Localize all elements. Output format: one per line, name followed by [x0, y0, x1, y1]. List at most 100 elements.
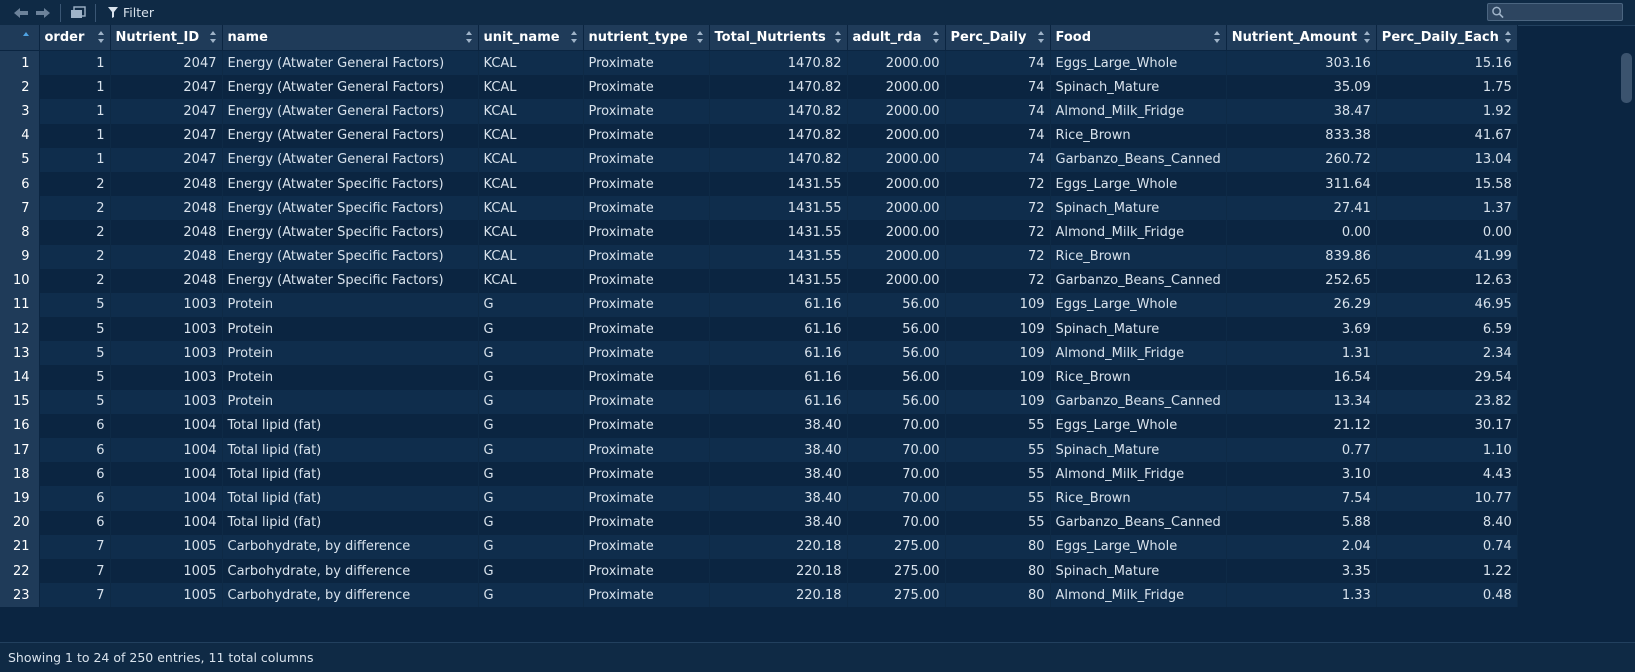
popout-icon — [71, 6, 86, 18]
back-button[interactable] — [10, 2, 32, 24]
cell-unit-name: KCAL — [478, 196, 584, 221]
table-row[interactable]: 9 2 2048 Energy (Atwater Specific Factors) K… — [0, 244, 1518, 269]
cell-order: 7 — [39, 534, 111, 559]
cell-nutrient-type: Proximate — [583, 99, 710, 124]
cell-food: Almond_Milk_Fridge — [1050, 583, 1227, 608]
table-row[interactable]: 6 2 2048 Energy (Atwater Specific Factors) K… — [0, 171, 1518, 197]
data-grid: order Nutrient_ID name unit_name nutrient_ty… — [0, 25, 1635, 642]
sort-arrows-icon[interactable] — [1037, 31, 1045, 43]
sort-arrows-icon[interactable] — [1504, 31, 1512, 43]
table-row[interactable]: 8 2 2048 Energy (Atwater Specific Factors) K… — [0, 220, 1518, 245]
table-row[interactable]: 12 5 1003 Protein G Proximate 61.16 56.00 109 Spi… — [0, 317, 1518, 342]
table-row[interactable]: 5 1 2047 Energy (Atwater General Factors) KC… — [0, 147, 1518, 172]
cell-perc-daily: 55 — [945, 438, 1051, 463]
column-header-unit-name[interactable]: unit_name — [478, 25, 584, 51]
table-row[interactable]: 7 2 2048 Energy (Atwater Specific Factors) K… — [0, 196, 1518, 221]
cell-adult-rda: 2000.00 — [847, 268, 946, 293]
cell-total-nutrients: 61.16 — [709, 341, 848, 366]
table-row[interactable]: 23 7 1005 Carbohydrate, by difference G Proxi… — [0, 583, 1518, 608]
table-row[interactable]: 19 6 1004 Total lipid (fat) G Proximate 38.40 7… — [0, 486, 1518, 511]
column-header-nutrient-amount[interactable]: Nutrient_Amount — [1226, 25, 1377, 51]
cell-nutrient-id: 2047 — [110, 147, 223, 172]
column-header-nutrient-type[interactable]: nutrient_type — [583, 25, 710, 51]
cell-nutrient-type: Proximate — [583, 341, 710, 366]
cell-nutrient-id: 1003 — [110, 389, 223, 414]
cell-total-nutrients: 38.40 — [709, 486, 848, 511]
column-header-perc-daily[interactable]: Perc_Daily — [945, 25, 1051, 51]
cell-nutrient-amount: 7.54 — [1226, 486, 1377, 511]
vertical-scrollbar[interactable] — [1618, 50, 1635, 642]
column-header-nutrient-id[interactable]: Nutrient_ID — [110, 25, 223, 51]
cell-perc-daily: 72 — [945, 268, 1051, 293]
cell-adult-rda: 56.00 — [847, 389, 946, 414]
cell-nutrient-id: 1004 — [110, 486, 223, 511]
cell-nutrient-id: 1004 — [110, 510, 223, 535]
cell-perc-daily: 109 — [945, 317, 1051, 342]
table-row[interactable]: 16 6 1004 Total lipid (fat) G Proximate 38.40 7… — [0, 413, 1518, 438]
table-row[interactable]: 18 6 1004 Total lipid (fat) G Proximate 38.40 7… — [0, 462, 1518, 487]
cell-perc-daily-each: 1.75 — [1376, 75, 1518, 100]
sort-arrows-icon[interactable] — [465, 31, 473, 43]
table-row[interactable]: 17 6 1004 Total lipid (fat) G Proximate 38.40 7… — [0, 438, 1518, 463]
cell-perc-daily: 72 — [945, 171, 1051, 197]
cell-adult-rda: 275.00 — [847, 558, 946, 584]
column-header-adult-rda[interactable]: adult_rda — [847, 25, 946, 51]
cell-perc-daily: 55 — [945, 510, 1051, 535]
sort-arrows-icon[interactable] — [1363, 31, 1371, 43]
cell-unit-name: G — [478, 365, 584, 390]
sort-arrows-icon[interactable] — [570, 31, 578, 43]
table-row[interactable]: 14 5 1003 Protein G Proximate 61.16 56.00 109 Ric… — [0, 365, 1518, 390]
cell-unit-name: KCAL — [478, 99, 584, 124]
cell-adult-rda: 2000.00 — [847, 147, 946, 172]
row-number: 19 — [0, 486, 40, 511]
forward-button[interactable] — [32, 2, 54, 24]
popout-button[interactable] — [67, 2, 89, 24]
table-row[interactable]: 21 7 1005 Carbohydrate, by difference G Proxi… — [0, 534, 1518, 559]
cell-total-nutrients: 38.40 — [709, 510, 848, 535]
cell-perc-daily: 74 — [945, 75, 1051, 100]
sort-arrows-icon[interactable] — [1213, 31, 1221, 43]
scrollbar-thumb[interactable] — [1621, 53, 1632, 103]
sort-arrows-icon[interactable] — [209, 31, 217, 43]
filter-icon — [108, 7, 118, 18]
column-header-name[interactable]: name — [222, 25, 479, 51]
column-header-food[interactable]: Food — [1050, 25, 1227, 51]
row-number: 11 — [0, 292, 40, 318]
table-row[interactable]: 13 5 1003 Protein G Proximate 61.16 56.00 109 Alm… — [0, 341, 1518, 366]
filter-button[interactable]: Filter — [102, 5, 160, 20]
cell-name: Total lipid (fat) — [222, 486, 479, 511]
table-row[interactable]: 11 5 1003 Protein G Proximate 61.16 56.00 109 Egg… — [0, 292, 1518, 318]
cell-unit-name: G — [478, 292, 584, 318]
cell-perc-daily: 80 — [945, 534, 1051, 559]
cell-order: 5 — [39, 389, 111, 414]
table-row[interactable]: 4 1 2047 Energy (Atwater General Factors) KC… — [0, 123, 1518, 148]
cell-unit-name: KCAL — [478, 171, 584, 197]
sort-arrows-icon[interactable] — [932, 31, 940, 43]
table-row[interactable]: 1 1 2047 Energy (Atwater General Factors) KC… — [0, 50, 1518, 76]
search-input[interactable] — [1508, 4, 1622, 20]
search-box[interactable] — [1487, 3, 1623, 21]
column-header-perc-daily-each[interactable]: Perc_Daily_Each — [1376, 25, 1518, 51]
row-number-header[interactable] — [0, 25, 40, 51]
table-row[interactable]: 2 1 2047 Energy (Atwater General Factors) KC… — [0, 75, 1518, 100]
cell-nutrient-amount: 0.00 — [1226, 220, 1377, 245]
cell-nutrient-type: Proximate — [583, 583, 710, 608]
sort-arrows-icon[interactable] — [834, 31, 842, 43]
table-row[interactable]: 15 5 1003 Protein G Proximate 61.16 56.00 109 Gar… — [0, 389, 1518, 414]
cell-nutrient-id: 2047 — [110, 75, 223, 100]
column-header-order[interactable]: order — [39, 25, 111, 51]
table-row[interactable]: 10 2 2048 Energy (Atwater Specific Factors)… — [0, 268, 1518, 293]
table-row[interactable]: 3 1 2047 Energy (Atwater General Factors) KC… — [0, 99, 1518, 124]
column-header-total-nutrients[interactable]: Total_Nutrients — [709, 25, 848, 51]
column-header-label: Food — [1055, 30, 1092, 45]
cell-name: Energy (Atwater Specific Factors) — [222, 171, 479, 197]
sort-arrows-icon[interactable] — [696, 31, 704, 43]
toolbar-separator — [95, 3, 96, 22]
cell-food: Eggs_Large_Whole — [1050, 171, 1227, 197]
table-row[interactable]: 22 7 1005 Carbohydrate, by difference G Proxi… — [0, 558, 1518, 584]
cell-total-nutrients: 220.18 — [709, 534, 848, 559]
cell-unit-name: KCAL — [478, 75, 584, 100]
cell-name: Energy (Atwater General Factors) — [222, 75, 479, 100]
table-row[interactable]: 20 6 1004 Total lipid (fat) G Proximate 38.40 7… — [0, 510, 1518, 535]
sort-arrows-icon[interactable] — [97, 31, 105, 43]
